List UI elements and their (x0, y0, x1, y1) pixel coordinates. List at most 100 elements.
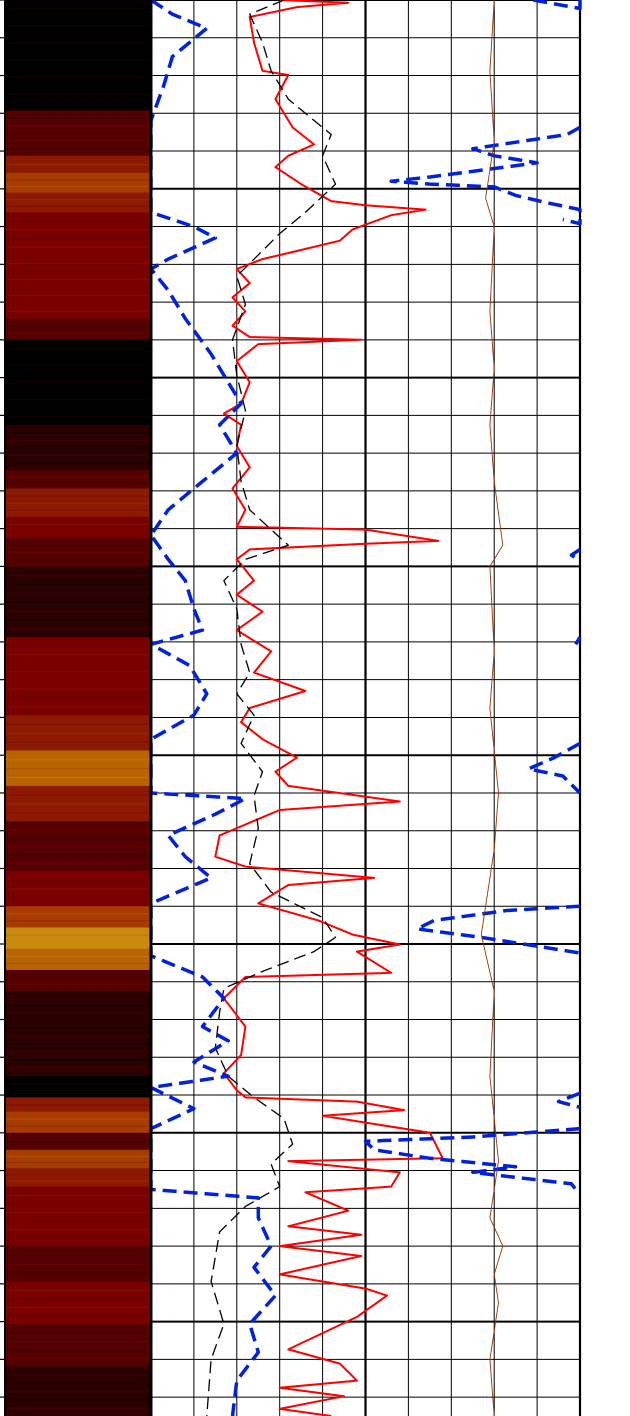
image-band (5, 1323, 150, 1367)
image-streak (5, 531, 150, 532)
image-streak (5, 1306, 150, 1308)
image-streak (5, 955, 150, 957)
image-streak (5, 984, 150, 986)
image-streak (5, 140, 150, 142)
image-streak (5, 455, 150, 457)
image-streak (5, 1027, 150, 1029)
image-band (5, 172, 150, 194)
image-streak (5, 246, 150, 248)
image-streak (5, 278, 150, 280)
image-streak (5, 1289, 150, 1291)
image-streak (5, 888, 150, 890)
image-streak (5, 846, 150, 848)
image-streak (5, 913, 150, 915)
image-log-track (5, 0, 150, 1416)
image-streak (5, 575, 150, 577)
curve-series (206, 0, 337, 1416)
image-streak (5, 185, 150, 187)
image-streak (5, 294, 150, 296)
image-streak (5, 476, 150, 478)
image-streak (5, 1125, 150, 1127)
image-streak (5, 1090, 150, 1092)
image-streak (5, 897, 150, 899)
image-streak (5, 407, 150, 409)
image-band (5, 1149, 150, 1169)
curve-series (214, 0, 444, 1416)
image-streak (5, 706, 150, 708)
image-streak (5, 1254, 150, 1256)
image-streak (5, 812, 150, 814)
image-streak (5, 1340, 150, 1342)
image-streak (5, 1051, 150, 1053)
image-streak (5, 1229, 150, 1231)
curve-series (149, 0, 278, 1416)
image-streak (5, 610, 150, 612)
image-streak (5, 1005, 150, 1007)
image-streak (5, 671, 150, 673)
image-streak (5, 601, 150, 603)
image-streak (5, 1162, 150, 1164)
image-streak (5, 199, 150, 201)
curve-series (532, 0, 582, 11)
image-streak (5, 879, 150, 881)
image-streak (5, 270, 150, 272)
image-streak (5, 205, 150, 207)
image-streak (5, 998, 150, 1000)
image-streak (5, 1195, 150, 1197)
curve-series (526, 741, 582, 795)
image-streak (5, 1083, 150, 1085)
image-streak (5, 741, 150, 743)
image-streak (5, 509, 150, 511)
image-streak (5, 8, 150, 10)
image-streak (5, 286, 150, 288)
image-streak (5, 125, 150, 127)
image-streak (5, 118, 150, 119)
image-streak (5, 854, 150, 856)
image-streak (5, 1391, 150, 1393)
image-streak (5, 552, 150, 554)
image-streak (5, 1332, 150, 1334)
image-streak (5, 1180, 150, 1182)
image-streak (5, 1374, 150, 1376)
image-streak (5, 523, 150, 525)
image-streak (5, 373, 150, 375)
image-streak (5, 416, 150, 418)
image-streak (5, 432, 150, 434)
image-streak (5, 1212, 150, 1214)
image-streak (5, 439, 150, 441)
image-streak (5, 777, 150, 779)
curve-series (363, 1126, 581, 1191)
image-streak (5, 365, 150, 367)
image-streak (5, 1263, 150, 1265)
image-streak (5, 332, 150, 334)
image-streak (5, 164, 150, 166)
image-streak (5, 545, 150, 547)
image-streak (5, 502, 150, 504)
image-band (5, 1186, 150, 1247)
image-streak (5, 16, 150, 18)
image-streak (5, 390, 150, 392)
image-streak (5, 356, 150, 358)
image-streak (5, 179, 150, 181)
image-streak (5, 559, 150, 561)
image-streak (5, 348, 150, 350)
image-streak (5, 1349, 150, 1351)
image-streak (5, 1141, 150, 1143)
image-streak (5, 662, 150, 664)
image-streak (5, 148, 150, 150)
image-streak (5, 229, 150, 231)
image-streak (5, 462, 150, 464)
image-streak (5, 1012, 150, 1014)
image-streak (5, 829, 150, 831)
image-band (5, 318, 150, 341)
image-streak (5, 101, 150, 103)
image-streak (5, 1220, 150, 1222)
image-streak (5, 794, 150, 796)
image-streak (5, 592, 150, 594)
image-streak (5, 1407, 150, 1409)
image-band (5, 1281, 150, 1325)
image-streak (5, 977, 150, 979)
image-streak (5, 732, 150, 734)
image-streak (5, 76, 150, 78)
